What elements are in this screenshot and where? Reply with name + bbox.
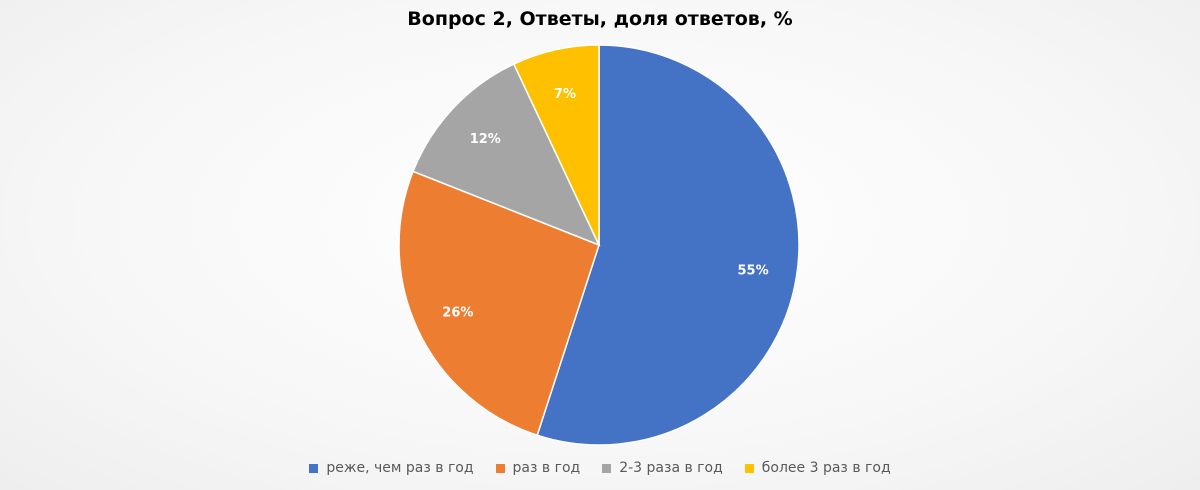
legend-label-0: реже, чем раз в год (326, 460, 474, 476)
legend-swatch-1 (495, 463, 505, 473)
legend-item-0: реже, чем раз в год (309, 460, 474, 476)
pie-slice-0 (536, 44, 800, 446)
pie-slice-1 (398, 170, 600, 437)
slice-data-label-2: 12% (470, 132, 501, 147)
legend-item-2: 2-3 раза в год (602, 460, 723, 476)
chart-legend: реже, чем раз в год раз в год 2-3 раза в… (0, 460, 1200, 476)
slice-data-label-3: 7% (554, 87, 576, 102)
slice-data-label-1: 26% (442, 305, 473, 320)
legend-item-1: раз в год (495, 460, 581, 476)
legend-swatch-2 (602, 463, 612, 473)
legend-label-1: раз в год (512, 460, 581, 476)
legend-label-3: более 3 раз в год (761, 460, 891, 476)
chart-title: Вопрос 2, Ответы, доля ответов, % (407, 8, 793, 30)
slice-data-label-0: 55% (738, 263, 769, 278)
legend-swatch-3 (744, 463, 754, 473)
legend-label-2: 2-3 раза в год (619, 460, 723, 476)
pie-slice-3 (512, 44, 600, 246)
pie-slice-2 (412, 63, 601, 247)
legend-item-3: более 3 раз в год (744, 460, 891, 476)
legend-swatch-0 (309, 463, 319, 473)
